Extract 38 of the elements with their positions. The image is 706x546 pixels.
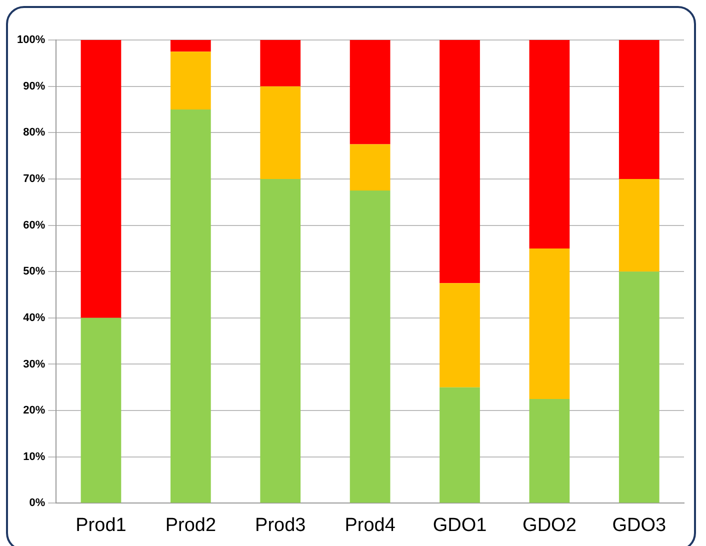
bar: [440, 283, 480, 388]
x-tick-label: GDO1: [432, 514, 487, 536]
bar: [618, 272, 660, 503]
y-tick-label: 90%: [23, 80, 46, 92]
bar: [618, 178, 660, 272]
bar: [260, 86, 301, 179]
y-tick-label: 30%: [23, 358, 46, 370]
y-tick-label: 0%: [29, 497, 46, 510]
bar: [170, 52, 211, 110]
bar: [260, 178, 301, 503]
bar: [170, 109, 211, 503]
x-tick-label: GDO3: [612, 514, 666, 536]
x-tick-label: Prod3: [255, 514, 306, 536]
bar: [440, 40, 480, 284]
bar: [529, 248, 570, 399]
y-tick-label: 40%: [23, 312, 46, 324]
bar: [170, 40, 211, 52]
bar: [529, 398, 570, 503]
y-tick-label: 100%: [16, 34, 46, 46]
bar: [260, 40, 301, 86]
x-tick-label: GDO2: [522, 514, 576, 536]
x-tick-label: Prod2: [165, 514, 216, 536]
x-tick-label: Prod4: [344, 514, 396, 536]
bar: [350, 190, 390, 503]
y-tick-label: 50%: [23, 266, 46, 278]
bar: [350, 40, 390, 144]
bar: [618, 40, 660, 179]
x-tick-label: Prod1: [76, 514, 126, 536]
bar: [529, 40, 570, 248]
y-tick-label: 10%: [23, 450, 46, 463]
bar: [440, 387, 480, 503]
bar: [80, 318, 122, 503]
y-tick-label: 60%: [23, 219, 46, 232]
y-tick-label: 20%: [23, 404, 46, 417]
bar: [350, 144, 390, 191]
y-tick-label: 70%: [23, 172, 46, 185]
y-tick-label: 80%: [23, 126, 46, 139]
bar: [80, 40, 122, 318]
